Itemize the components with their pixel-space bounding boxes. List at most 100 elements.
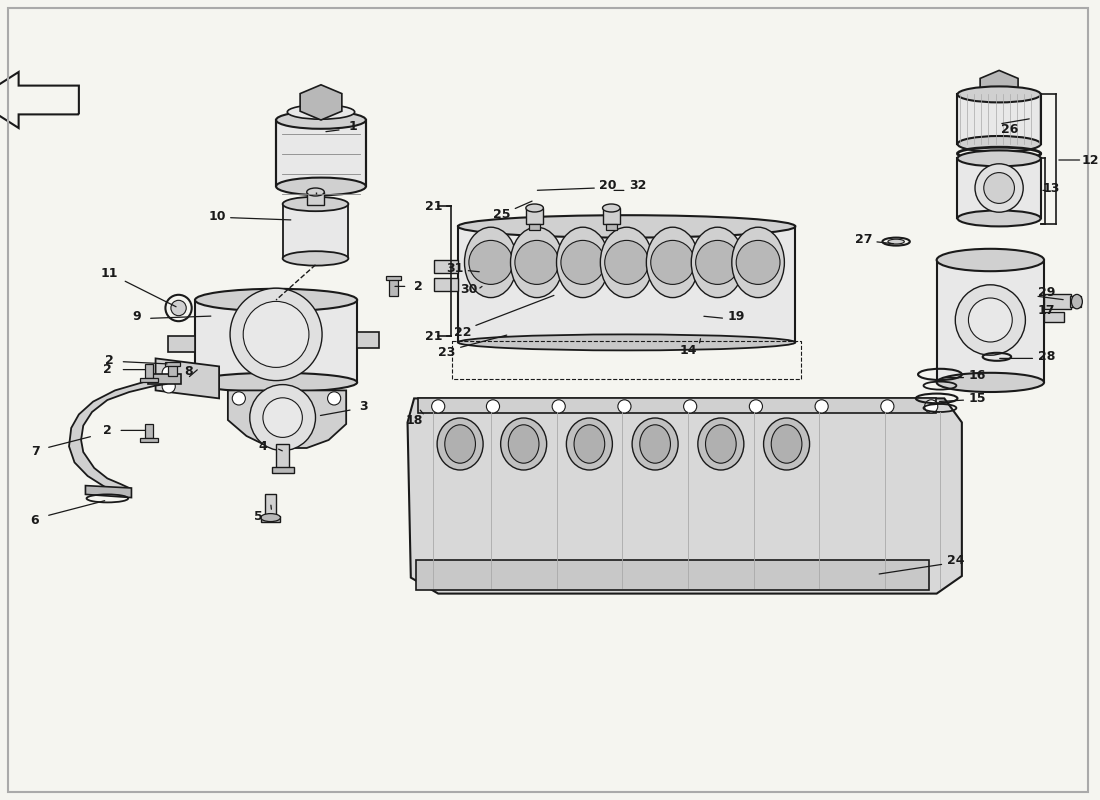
Bar xyxy=(140,438,157,442)
Bar xyxy=(957,94,1041,144)
Circle shape xyxy=(486,400,499,413)
Bar xyxy=(529,224,540,230)
Polygon shape xyxy=(86,486,132,498)
Text: 11: 11 xyxy=(101,267,119,280)
Bar xyxy=(272,467,294,473)
Polygon shape xyxy=(147,374,180,384)
Ellipse shape xyxy=(937,249,1044,271)
Bar xyxy=(265,494,276,517)
Text: 2: 2 xyxy=(106,354,114,366)
Ellipse shape xyxy=(261,514,280,522)
Ellipse shape xyxy=(283,251,349,266)
Ellipse shape xyxy=(603,204,620,212)
Circle shape xyxy=(250,385,316,450)
Text: 5: 5 xyxy=(254,510,263,522)
Ellipse shape xyxy=(464,227,517,298)
Ellipse shape xyxy=(977,88,1021,100)
Circle shape xyxy=(683,400,696,413)
Polygon shape xyxy=(167,336,195,352)
Circle shape xyxy=(736,241,780,285)
Polygon shape xyxy=(228,390,346,448)
Text: 23: 23 xyxy=(438,346,455,358)
Circle shape xyxy=(925,400,938,413)
Bar xyxy=(526,208,543,224)
Bar xyxy=(389,278,398,296)
Bar xyxy=(1044,294,1071,309)
Ellipse shape xyxy=(957,210,1041,226)
Circle shape xyxy=(243,302,309,367)
Polygon shape xyxy=(69,380,169,494)
Circle shape xyxy=(170,300,186,316)
Bar xyxy=(283,204,349,258)
Bar xyxy=(167,365,177,376)
Bar xyxy=(418,398,936,413)
Circle shape xyxy=(975,164,1023,212)
Ellipse shape xyxy=(640,425,671,463)
Text: 20: 20 xyxy=(600,179,617,192)
Bar xyxy=(261,516,280,522)
Polygon shape xyxy=(407,398,961,594)
Bar xyxy=(1044,312,1064,322)
Ellipse shape xyxy=(771,425,802,463)
Ellipse shape xyxy=(444,425,475,463)
Polygon shape xyxy=(358,332,379,348)
Circle shape xyxy=(983,173,1014,203)
Text: 19: 19 xyxy=(727,310,745,322)
Text: 22: 22 xyxy=(453,326,471,338)
Text: 14: 14 xyxy=(679,344,696,357)
Ellipse shape xyxy=(705,425,736,463)
Circle shape xyxy=(263,398,302,438)
Text: 9: 9 xyxy=(133,310,141,323)
Bar xyxy=(195,300,358,382)
Bar xyxy=(606,224,617,230)
Circle shape xyxy=(552,400,565,413)
Text: 15: 15 xyxy=(968,392,986,405)
Bar xyxy=(458,226,795,342)
Bar xyxy=(433,260,458,273)
Text: 26: 26 xyxy=(1001,123,1019,136)
Ellipse shape xyxy=(557,227,609,298)
Bar xyxy=(937,260,1044,382)
Text: 24: 24 xyxy=(946,554,964,566)
Text: 21: 21 xyxy=(425,200,442,213)
Ellipse shape xyxy=(195,373,358,392)
Circle shape xyxy=(881,400,894,413)
Ellipse shape xyxy=(691,227,744,298)
Ellipse shape xyxy=(957,86,1041,102)
Circle shape xyxy=(328,392,341,405)
Ellipse shape xyxy=(276,178,366,195)
Text: 27: 27 xyxy=(855,233,872,246)
Ellipse shape xyxy=(697,418,744,470)
Ellipse shape xyxy=(508,425,539,463)
Ellipse shape xyxy=(276,111,366,129)
Ellipse shape xyxy=(937,373,1044,392)
Bar xyxy=(416,560,930,590)
Ellipse shape xyxy=(763,418,810,470)
Circle shape xyxy=(815,400,828,413)
Ellipse shape xyxy=(566,418,613,470)
Ellipse shape xyxy=(195,289,358,311)
Text: 3: 3 xyxy=(360,400,368,413)
Polygon shape xyxy=(980,70,1019,102)
Ellipse shape xyxy=(888,239,904,244)
Bar xyxy=(276,444,289,468)
Bar xyxy=(140,378,157,382)
Circle shape xyxy=(469,241,513,285)
Text: 2: 2 xyxy=(414,280,422,293)
Text: 25: 25 xyxy=(493,208,510,221)
Ellipse shape xyxy=(283,197,349,211)
Ellipse shape xyxy=(632,418,678,470)
Ellipse shape xyxy=(732,227,784,298)
Text: 2: 2 xyxy=(103,363,112,376)
Text: 29: 29 xyxy=(1037,286,1055,298)
Circle shape xyxy=(968,298,1012,342)
Circle shape xyxy=(605,241,649,285)
Ellipse shape xyxy=(510,227,563,298)
Text: 21: 21 xyxy=(425,330,442,342)
Bar xyxy=(144,364,153,378)
Text: 28: 28 xyxy=(1037,350,1055,362)
Polygon shape xyxy=(300,85,342,120)
Ellipse shape xyxy=(957,150,1041,166)
Ellipse shape xyxy=(574,425,605,463)
Ellipse shape xyxy=(601,227,653,298)
